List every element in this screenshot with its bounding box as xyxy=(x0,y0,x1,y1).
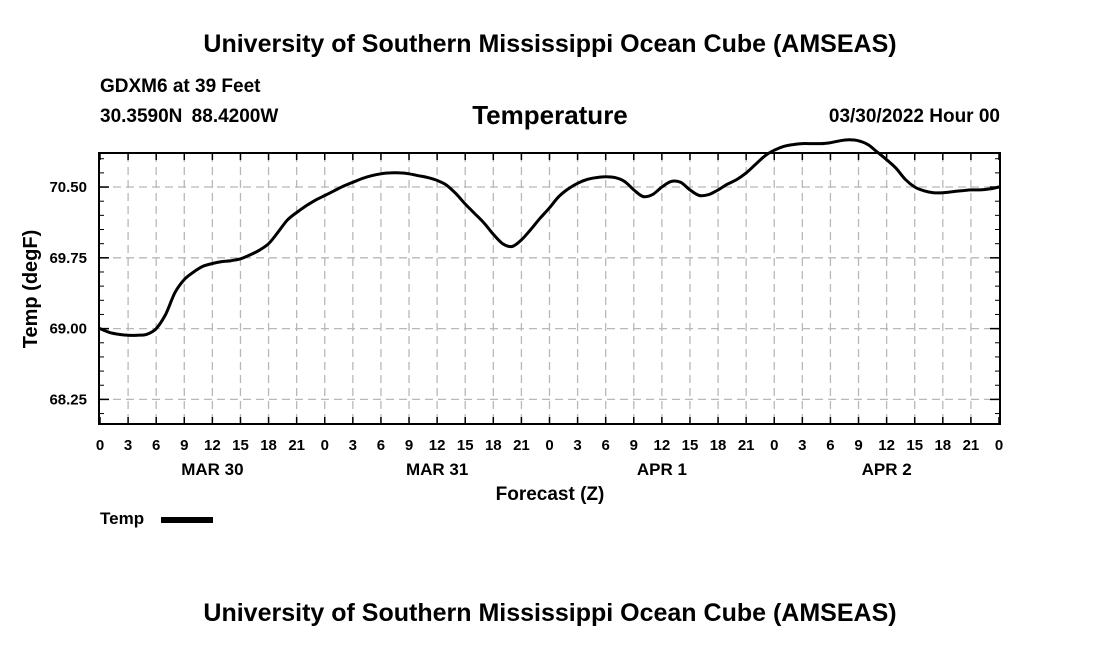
y-tick-label: 68.25 xyxy=(49,391,87,408)
x-tick-label: 9 xyxy=(405,437,413,454)
x-tick-label: 15 xyxy=(906,437,923,454)
axes: 0 3 6 9 12 15 18 21 0 3 6 9 12 15 18 21 0 3 6 9 12 15 18 21 0 3 6 9… xyxy=(49,153,1003,479)
x-tick-label: 12 xyxy=(429,437,446,454)
y-tick-label: 70.50 xyxy=(49,179,87,196)
x-tick-label: 21 xyxy=(513,437,530,454)
x-tick-label: 3 xyxy=(124,437,132,454)
x-date-label: MAR 30 xyxy=(181,460,243,479)
page-title: University of Southern Mississippi Ocean… xyxy=(203,30,897,58)
x-tick-label: 0 xyxy=(96,437,104,454)
x-tick-label: 0 xyxy=(545,437,553,454)
station-label: GDXM6 at 39 Feet xyxy=(100,76,261,97)
coordinates-label: 30.3590N 88.4200W xyxy=(100,106,279,127)
legend-label: Temp xyxy=(100,509,145,528)
y-axis-label: Temp (degF) xyxy=(20,230,42,349)
x-tick-label: 0 xyxy=(995,437,1003,454)
x-tick-label: 9 xyxy=(854,437,862,454)
footer-title: University of Southern Mississippi Ocean… xyxy=(203,599,897,627)
x-tick-label: 12 xyxy=(654,437,671,454)
x-tick-label: 9 xyxy=(630,437,638,454)
x-tick-label: 3 xyxy=(349,437,357,454)
x-date-label: APR 2 xyxy=(862,460,912,479)
x-tick-label: 0 xyxy=(321,437,329,454)
x-tick-label: 6 xyxy=(377,437,385,454)
x-tick-label: 18 xyxy=(260,437,277,454)
x-date-label: APR 1 xyxy=(637,460,687,479)
x-tick-label: 0 xyxy=(770,437,778,454)
grid-lines xyxy=(100,154,999,423)
x-tick-label: 21 xyxy=(738,437,755,454)
x-axis-label: Forecast (Z) xyxy=(496,484,605,505)
legend-swatch xyxy=(161,517,213,523)
x-tick-label: 21 xyxy=(963,437,980,454)
y-tick-label: 69.00 xyxy=(49,321,87,338)
y-tick-label: 69.75 xyxy=(49,250,87,267)
x-tick-label: 3 xyxy=(798,437,806,454)
x-tick-label: 15 xyxy=(682,437,699,454)
forecast-datetime: 03/30/2022 Hour 00 xyxy=(828,106,1000,127)
x-date-label: MAR 31 xyxy=(406,460,468,479)
x-tick-label: 6 xyxy=(602,437,610,454)
chart-title: Temperature xyxy=(472,100,628,130)
x-tick-label: 6 xyxy=(826,437,834,454)
x-tick-label: 12 xyxy=(204,437,221,454)
x-tick-label: 15 xyxy=(457,437,474,454)
x-tick-label: 18 xyxy=(710,437,727,454)
x-tick-label: 9 xyxy=(180,437,188,454)
x-tick-label: 18 xyxy=(485,437,502,454)
x-tick-label: 3 xyxy=(573,437,581,454)
series-line-temp xyxy=(98,138,1001,337)
x-tick-label: 6 xyxy=(152,437,160,454)
x-tick-label: 18 xyxy=(934,437,951,454)
x-tick-label: 12 xyxy=(878,437,895,454)
x-tick-label: 15 xyxy=(232,437,249,454)
x-tick-label: 21 xyxy=(288,437,305,454)
